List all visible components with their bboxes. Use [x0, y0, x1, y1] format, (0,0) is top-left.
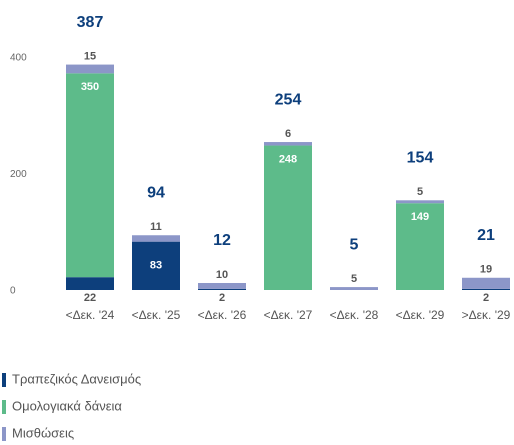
- total-label: 254: [275, 91, 302, 108]
- legend-swatch: [2, 373, 6, 387]
- bar-segment: [198, 283, 246, 289]
- bar-segment: [330, 287, 378, 290]
- bar-segment: [66, 277, 114, 290]
- segment-label: 19: [480, 264, 492, 276]
- segment-label: 149: [411, 211, 429, 223]
- segment-label: 6: [285, 128, 291, 140]
- x-tick-label: <Δεκ. '28: [330, 308, 379, 322]
- bar-segment: [462, 277, 510, 289]
- legend-label: Ομολογιακά δάνεια: [12, 398, 122, 413]
- segment-label: 10: [216, 269, 228, 281]
- segment-label: 350: [81, 81, 99, 93]
- bar-segment: [264, 142, 312, 146]
- legend-swatch: [2, 400, 6, 414]
- x-tick-label: <Δεκ. '26: [198, 308, 247, 322]
- x-tick-label: <Δεκ. '25: [132, 308, 181, 322]
- legend-label: Τραπεζικός Δανεισμός: [12, 371, 141, 386]
- bar-segment: [264, 145, 312, 290]
- x-tick-label: >Δεκ. '29: [462, 308, 511, 322]
- bar-segment: [66, 64, 114, 74]
- segment-label: 2: [483, 292, 489, 304]
- x-tick-label: <Δεκ. '29: [396, 308, 445, 322]
- segment-label: 11: [150, 221, 162, 233]
- x-tick-label: <Δεκ. '24: [66, 308, 115, 322]
- bar-segment: [396, 200, 444, 204]
- y-tick-label: 400: [10, 53, 27, 64]
- x-tick-label: <Δεκ. '27: [264, 308, 313, 322]
- total-label: 154: [407, 150, 434, 167]
- y-tick-label: 200: [10, 169, 27, 180]
- bar-segment: [462, 288, 510, 290]
- segment-label: 2: [219, 292, 225, 304]
- segment-label: 248: [279, 153, 297, 165]
- segment-label: 22: [84, 292, 96, 304]
- total-label: 387: [77, 14, 104, 31]
- bar-segment: [66, 73, 114, 278]
- total-label: 5: [350, 236, 359, 253]
- total-label: 94: [147, 184, 165, 201]
- bar-segment: [198, 288, 246, 290]
- bar-segment: [132, 235, 180, 242]
- segment-label: 5: [351, 273, 357, 285]
- segment-label: 83: [150, 260, 162, 272]
- bar-segment: [132, 241, 180, 290]
- bar-segment: [396, 203, 444, 290]
- legend-label: Μισθώσεις: [12, 425, 74, 440]
- legend-swatch: [2, 427, 6, 441]
- total-label: 12: [213, 232, 231, 249]
- total-label: 21: [477, 227, 495, 244]
- segment-label: 5: [417, 186, 423, 198]
- y-tick-label: 0: [10, 286, 16, 297]
- segment-label: 15: [84, 50, 96, 62]
